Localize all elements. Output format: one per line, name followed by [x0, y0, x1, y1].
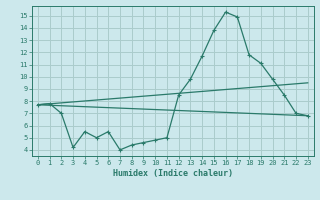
X-axis label: Humidex (Indice chaleur): Humidex (Indice chaleur) [113, 169, 233, 178]
